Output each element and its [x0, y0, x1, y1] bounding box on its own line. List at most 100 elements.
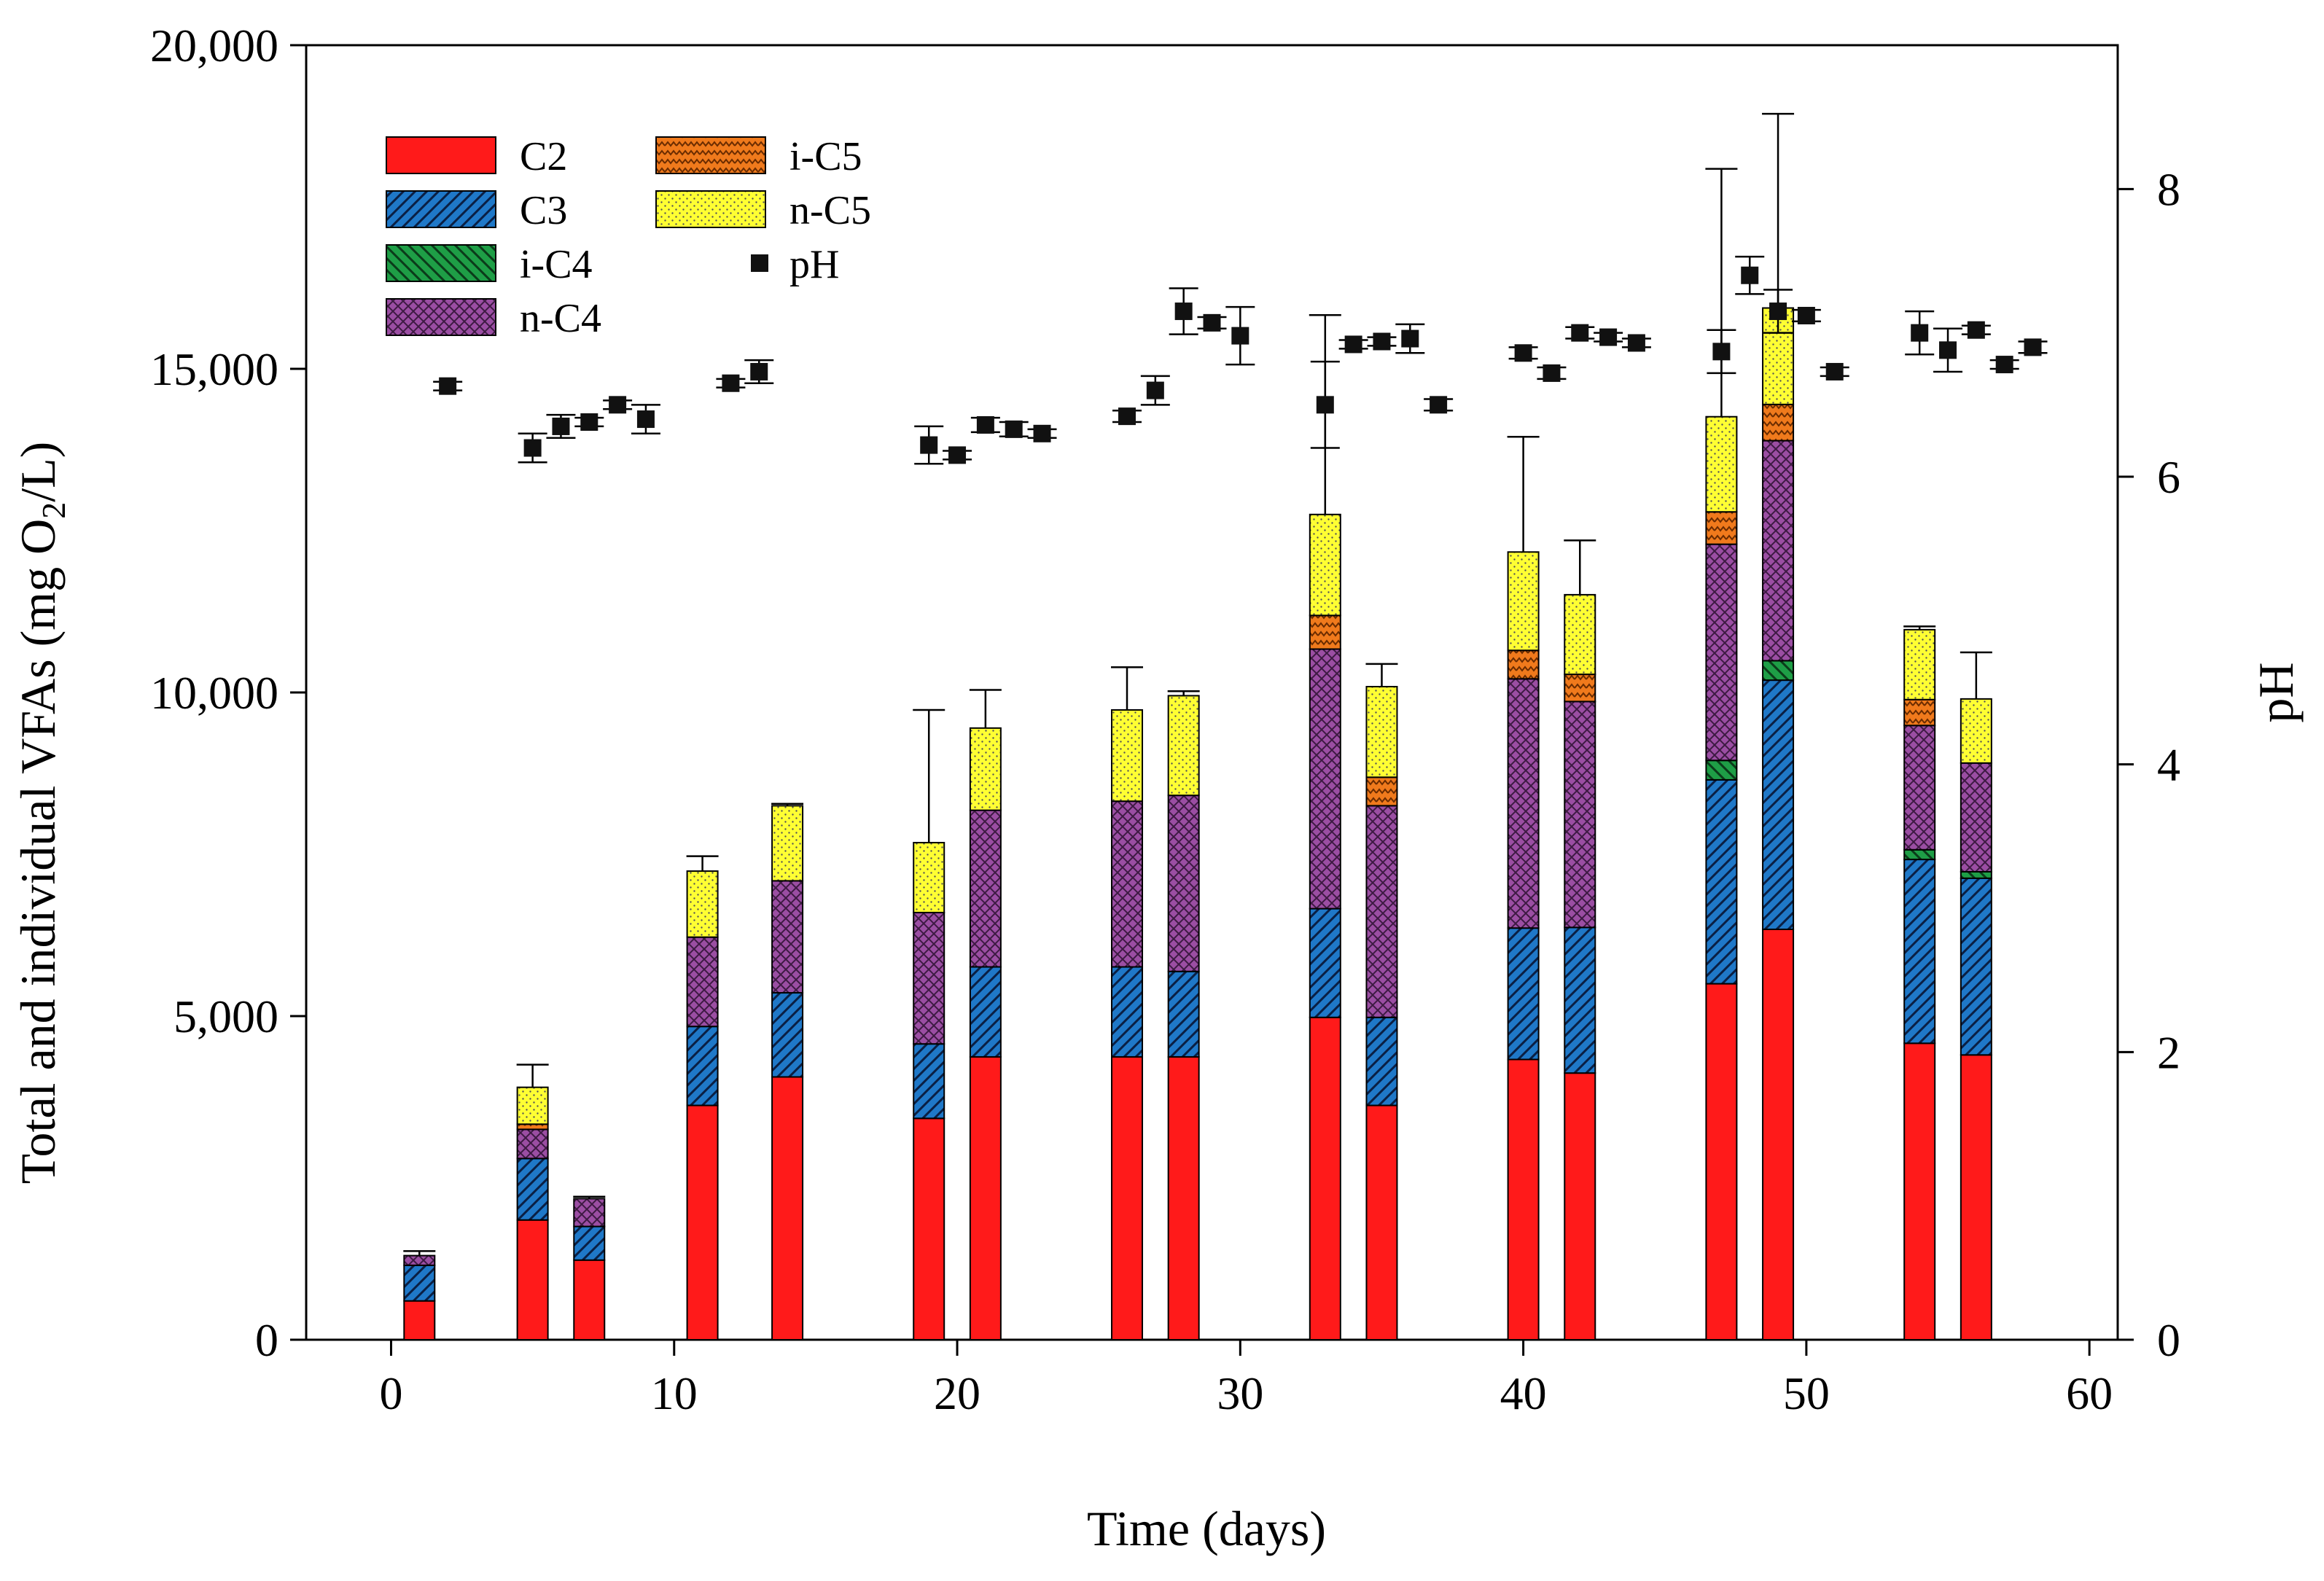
ph-point-day-20	[948, 446, 967, 464]
bar-segment-n-c5-day-5	[516, 1086, 549, 1125]
ph-point-day-13	[750, 362, 768, 380]
legend-label-n-c4: n-C4	[520, 296, 601, 341]
bar-segment-c2-day-26	[1111, 1055, 1144, 1340]
bar-segment-n-c4-day-7	[573, 1198, 606, 1227]
bar-segment-c2-day-33	[1309, 1016, 1341, 1340]
y-tick-label-15000: 15,000	[150, 343, 278, 395]
bar-segment-n-c5-day-56	[1960, 698, 1992, 764]
bar-segment-c2-day-47	[1705, 983, 1738, 1340]
x-tick-label-30: 30	[1217, 1367, 1263, 1419]
legend-swatch-n-c5	[655, 190, 766, 228]
bar-segment-c3-day-42	[1564, 926, 1596, 1074]
bar-segment-c3-day-5	[516, 1158, 549, 1221]
legend-swatch-i-c4	[386, 244, 496, 282]
ph-point-day-56	[1967, 321, 1985, 339]
bar-segment-n-c5-day-21	[969, 727, 1002, 811]
bar-segment-c2-day-54	[1903, 1042, 1936, 1341]
x-tick-label-0: 0	[379, 1367, 402, 1419]
bar-segment-n-c4-day-11	[686, 936, 719, 1028]
legend-label-n-c5: n-C5	[789, 188, 871, 233]
ph-point-day-19	[920, 436, 938, 454]
ph-point-day-9	[636, 410, 655, 429]
ph-point-day-29	[1203, 313, 1221, 332]
x-tick-label-10: 10	[651, 1367, 698, 1419]
bar-segment-c2-day-19	[913, 1117, 945, 1340]
y2-tick-label-6: 6	[2157, 451, 2180, 503]
ph-point-day-30	[1231, 327, 1249, 345]
bar-segment-n-c5-day-47	[1705, 415, 1738, 513]
y2-tick-label-2: 2	[2157, 1026, 2180, 1078]
bar-segment-c3-day-26	[1111, 966, 1144, 1058]
x-tick-label-20: 20	[934, 1367, 980, 1419]
bar-segment-c3-day-28	[1167, 970, 1200, 1058]
ph-point-day-54	[1911, 324, 1929, 342]
ph-point-day-27	[1146, 381, 1164, 399]
bar-segment-i-c4-day-47	[1705, 760, 1738, 781]
legend: C2 C3 i-C4 n-C4 i-C5 n-C5 pH	[386, 134, 871, 341]
bar-segment-c2-day-42	[1564, 1072, 1596, 1341]
ph-point-day-49	[1769, 302, 1787, 321]
ph-point-day-7	[580, 413, 598, 432]
bar-segment-c3-day-19	[913, 1043, 945, 1120]
y-tick-label-0: 0	[255, 1314, 278, 1366]
x-tick-label-40: 40	[1500, 1367, 1547, 1419]
bar-segment-c2-day-56	[1960, 1054, 1992, 1341]
bar-segment-c2-day-49	[1762, 929, 1795, 1341]
stacked-bars	[403, 307, 1992, 1341]
bar-segment-c2-day-28	[1167, 1055, 1200, 1340]
ph-point-day-43	[1599, 328, 1618, 346]
ph-point-day-57	[1995, 356, 2013, 374]
bar-segment-c3-day-56	[1960, 877, 1992, 1056]
y2-tick-label-4: 4	[2157, 739, 2180, 791]
ph-point-day-44	[1627, 334, 1645, 352]
bar-segment-c3-day-40	[1507, 927, 1540, 1061]
ph-point-day-40	[1514, 344, 1532, 362]
legend-swatch-c2	[386, 136, 496, 174]
bar-segment-i-c5-day-40	[1507, 649, 1540, 680]
bar-segment-n-c5-day-40	[1507, 551, 1540, 652]
y2-tick-label-8: 8	[2157, 163, 2180, 215]
legend-swatch-i-c5	[655, 136, 766, 174]
ph-series	[433, 255, 2048, 465]
y-axis-title-tail: /L)	[10, 442, 66, 502]
bar-segment-c2-day-7	[573, 1259, 606, 1340]
plot-border	[305, 44, 2119, 1341]
legend-label-ph: pH	[789, 242, 839, 287]
ph-point-day-22	[1005, 420, 1023, 438]
bar-segment-n-c4-day-21	[969, 809, 1002, 968]
x-tick-label-60: 60	[2066, 1367, 2113, 1419]
ph-point-day-21	[976, 415, 994, 434]
x-axis-title: Time (days)	[1087, 1501, 1326, 1556]
bar-segment-n-c5-day-14	[771, 805, 804, 882]
y-tick-label-10000: 10,000	[150, 667, 278, 719]
bar-segment-i-c5-day-54	[1903, 698, 1936, 727]
bar-segment-i-c5-day-49	[1762, 403, 1795, 442]
bar-segment-n-c4-day-33	[1309, 648, 1341, 910]
bar-segment-n-c4-day-28	[1167, 795, 1200, 972]
bar-segment-n-c4-day-42	[1564, 700, 1596, 929]
y-axis-title-sub: 2	[35, 502, 72, 519]
y2-tick-label-0: 0	[2157, 1314, 2180, 1366]
bar-segment-c3-day-11	[686, 1026, 719, 1106]
ph-point-day-48	[1741, 266, 1759, 284]
ph-point-day-34	[1344, 335, 1362, 354]
bar-segment-n-c4-day-14	[771, 880, 804, 994]
y-tick-label-20000: 20,000	[150, 20, 278, 71]
bar-segment-c2-day-11	[686, 1104, 719, 1340]
bar-segment-c3-day-21	[969, 966, 1002, 1058]
ph-point-day-23	[1033, 424, 1051, 442]
bar-segment-i-c4-day-54	[1903, 848, 1936, 861]
bar-segment-n-c4-day-19	[913, 911, 945, 1045]
ph-point-day-47	[1712, 343, 1731, 361]
bar-segment-n-c5-day-28	[1167, 695, 1200, 797]
bar-segment-n-c5-day-42	[1564, 593, 1596, 676]
ph-point-day-36	[1401, 329, 1419, 348]
y-axis-title-main: Total and individual VFAs (mg O	[10, 519, 66, 1184]
legend-label-c2: C2	[520, 134, 567, 179]
bar-segment-c3-day-7	[573, 1225, 606, 1261]
y-tick-label-5000: 5,000	[173, 991, 278, 1042]
bar-segment-n-c4-day-49	[1762, 440, 1795, 662]
bar-segment-c3-day-54	[1903, 859, 1936, 1045]
ph-point-day-51	[1825, 362, 1844, 380]
